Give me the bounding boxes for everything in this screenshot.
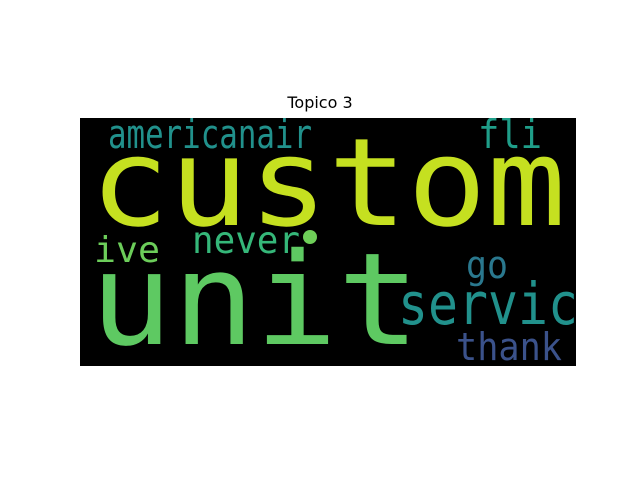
- word-never: never: [192, 219, 300, 262]
- word-americanair: americanair: [108, 118, 312, 158]
- word-fli: fli: [478, 118, 542, 158]
- word-thank: thank: [456, 325, 562, 366]
- word-servic: servic: [398, 270, 576, 338]
- cloud-background: [80, 118, 576, 366]
- word-unit: unit: [90, 226, 420, 366]
- word-dot: [303, 230, 317, 244]
- word-custom: custom: [90, 118, 566, 254]
- word-go: go: [466, 243, 508, 287]
- chart-title: Topico 3: [287, 93, 353, 112]
- word-ive: ive: [94, 230, 160, 271]
